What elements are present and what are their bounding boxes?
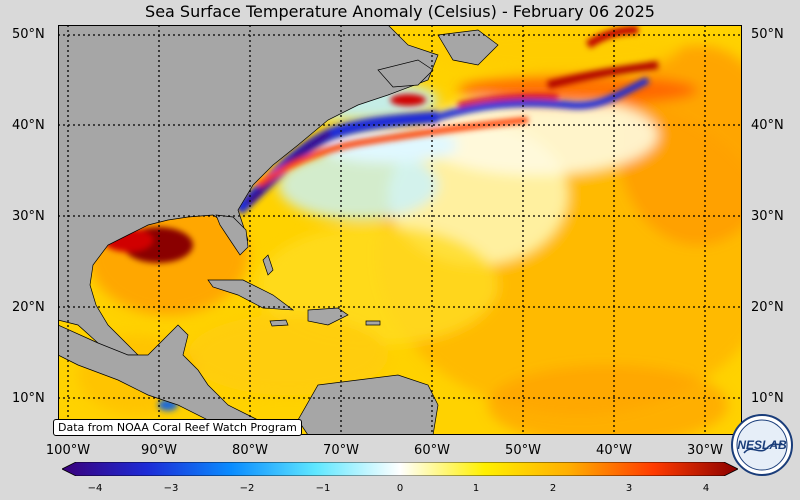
colorbar-fill [62,462,738,476]
lat-label-right-40: 40°N [751,118,784,133]
svg-text:NESLAB: NESLAB [737,438,787,452]
colorbar [62,462,738,476]
lon-label-60w: 60°W [414,443,450,458]
lon-label-100w: 100°W [45,443,91,458]
colorbar-tick-minus4: −4 [87,483,103,494]
lon-label-80w: 80°W [232,443,268,458]
sst-anomaly-map [58,25,742,435]
newfoundland [437,29,499,66]
neslab-logo: NESLAB [731,414,793,476]
lat-label-left-30: 30°N [12,209,45,224]
lon-label-50w: 50°W [505,443,541,458]
map-title: Sea Surface Temperature Anomaly (Celsius… [145,2,655,21]
colorbar-tick-2: 2 [549,483,557,494]
lon-label-40w: 40°W [596,443,632,458]
colorbar-tick-1: 1 [472,483,480,494]
puerto-rico [365,320,381,326]
hispaniola [307,307,349,326]
colorbar-tick-0: 0 [396,483,404,494]
lat-label-left-50: 50°N [12,27,45,42]
nova-scotia [377,59,434,88]
north-america [58,25,439,356]
map-canvas [58,25,742,435]
colorbar-tick-4: 4 [702,483,710,494]
colorbar-tick-minus3: −3 [163,483,179,494]
bahamas [262,254,274,276]
lat-label-left-40: 40°N [12,118,45,133]
graticule [58,25,742,435]
florida [215,214,249,256]
lat-label-left-10: 10°N [12,391,45,406]
gulf-stream-features [103,26,659,411]
lon-label-70w: 70°W [323,443,359,458]
colorbar-tick-3: 3 [625,483,633,494]
jamaica [269,319,289,327]
lat-label-left-20: 20°N [12,300,45,315]
lon-label-30w: 30°W [687,443,723,458]
lat-label-right-20: 20°N [751,300,784,315]
map-border [58,25,742,435]
colorbar-tick-minus2: −2 [239,483,255,494]
lat-label-right-10: 10°N [751,391,784,406]
lat-label-right-50: 50°N [751,27,784,42]
land-masses [58,25,499,435]
colorbar-tick-minus1: −1 [315,483,331,494]
lon-label-90w: 90°W [141,443,177,458]
data-source-note: Data from NOAA Coral Reef Watch Program [53,419,302,436]
lat-label-right-30: 30°N [751,209,784,224]
